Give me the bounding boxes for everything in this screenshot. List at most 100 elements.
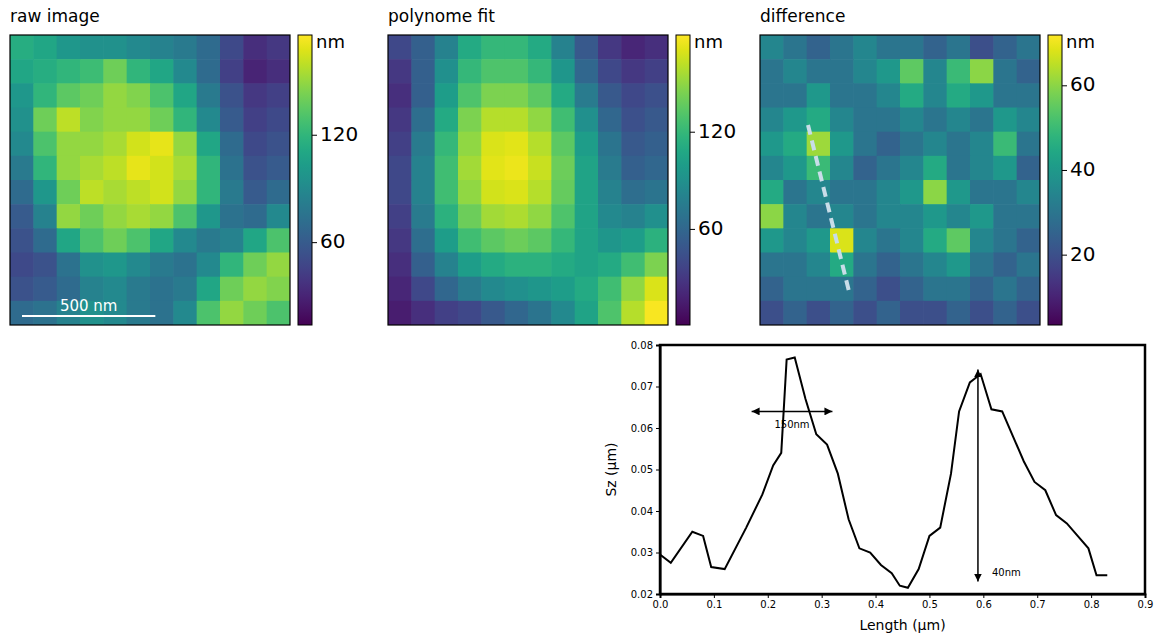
cell (150, 301, 174, 325)
cell (127, 204, 151, 229)
x-tick-label: 0.3 (814, 599, 830, 610)
x-tick: 0.5 (922, 594, 938, 610)
cell (760, 228, 784, 253)
cell (783, 35, 807, 60)
cell (173, 156, 197, 181)
annotation-label: 40nm (992, 567, 1021, 578)
cell (993, 301, 1017, 325)
cell (127, 108, 151, 133)
cell (760, 108, 784, 133)
cell (481, 253, 505, 278)
cell (127, 83, 151, 108)
cell (528, 228, 552, 253)
cell (598, 228, 622, 253)
cell (267, 277, 290, 302)
line-chart: 0.00.10.20.30.40.50.60.70.80.90.020.030.… (603, 340, 1153, 633)
cell (830, 180, 854, 205)
cell (853, 108, 877, 133)
cell (150, 228, 174, 253)
cell (877, 301, 901, 325)
cell (481, 301, 505, 325)
cell (598, 132, 622, 157)
cell (33, 59, 57, 84)
cell (783, 204, 807, 229)
cell (481, 35, 505, 60)
cell (947, 132, 971, 157)
cell (853, 301, 877, 325)
cell (505, 83, 529, 108)
cell (411, 277, 435, 302)
cell (435, 35, 459, 60)
cell (435, 59, 459, 84)
annotation-arrow (977, 369, 979, 581)
cell (993, 108, 1017, 133)
cell (598, 35, 622, 60)
cell (1017, 83, 1040, 108)
cell (103, 228, 127, 253)
cell (435, 180, 459, 205)
cell (220, 277, 244, 302)
cell (411, 228, 435, 253)
cell (947, 83, 971, 108)
x-tick-label: 0.9 (1138, 599, 1154, 610)
cell (411, 59, 435, 84)
cell (411, 156, 435, 181)
cell (80, 59, 104, 84)
cell (528, 83, 552, 108)
cell (80, 253, 104, 278)
scale-bar (22, 315, 155, 317)
cell (645, 253, 668, 278)
cell (947, 253, 971, 278)
cell (575, 228, 599, 253)
cell (505, 277, 529, 302)
cell (645, 180, 668, 205)
x-axis: 0.00.10.20.30.40.50.60.70.80.9 (653, 594, 1154, 610)
cell (80, 83, 104, 108)
panel-title: difference (760, 6, 845, 26)
cell (621, 156, 645, 181)
cell (33, 277, 57, 302)
cell (458, 108, 482, 133)
cell (1017, 156, 1040, 181)
cell (505, 35, 529, 60)
cell (645, 59, 668, 84)
cell (970, 228, 994, 253)
cell (411, 132, 435, 157)
colorbar-tick-label: 60 (320, 229, 345, 253)
cell (551, 204, 575, 229)
cell (877, 277, 901, 302)
cell (458, 180, 482, 205)
cell (243, 59, 267, 84)
cell (80, 35, 104, 60)
cell (900, 156, 924, 181)
cell (760, 35, 784, 60)
cells (10, 35, 290, 325)
cell (435, 301, 459, 325)
cell (57, 59, 81, 84)
cell (388, 132, 412, 157)
cell (575, 59, 599, 84)
cell (947, 277, 971, 302)
colorbar-tick (1062, 170, 1067, 171)
annotation-label: 150nm (774, 419, 809, 430)
cell (645, 156, 668, 181)
cell (621, 277, 645, 302)
cell (267, 83, 290, 108)
cell (10, 253, 34, 278)
cell (57, 204, 81, 229)
cell (900, 108, 924, 133)
x-tick: 0.7 (1030, 594, 1046, 610)
cell (575, 83, 599, 108)
cell (900, 180, 924, 205)
cell (900, 204, 924, 229)
annotation-arrow (752, 411, 833, 413)
cell (150, 59, 174, 84)
cell (900, 253, 924, 278)
colorbar-tick (312, 242, 317, 243)
plot-frame (660, 345, 1145, 594)
cell (173, 180, 197, 205)
cell (900, 59, 924, 84)
cell (877, 204, 901, 229)
cell (388, 228, 412, 253)
cell (220, 108, 244, 133)
